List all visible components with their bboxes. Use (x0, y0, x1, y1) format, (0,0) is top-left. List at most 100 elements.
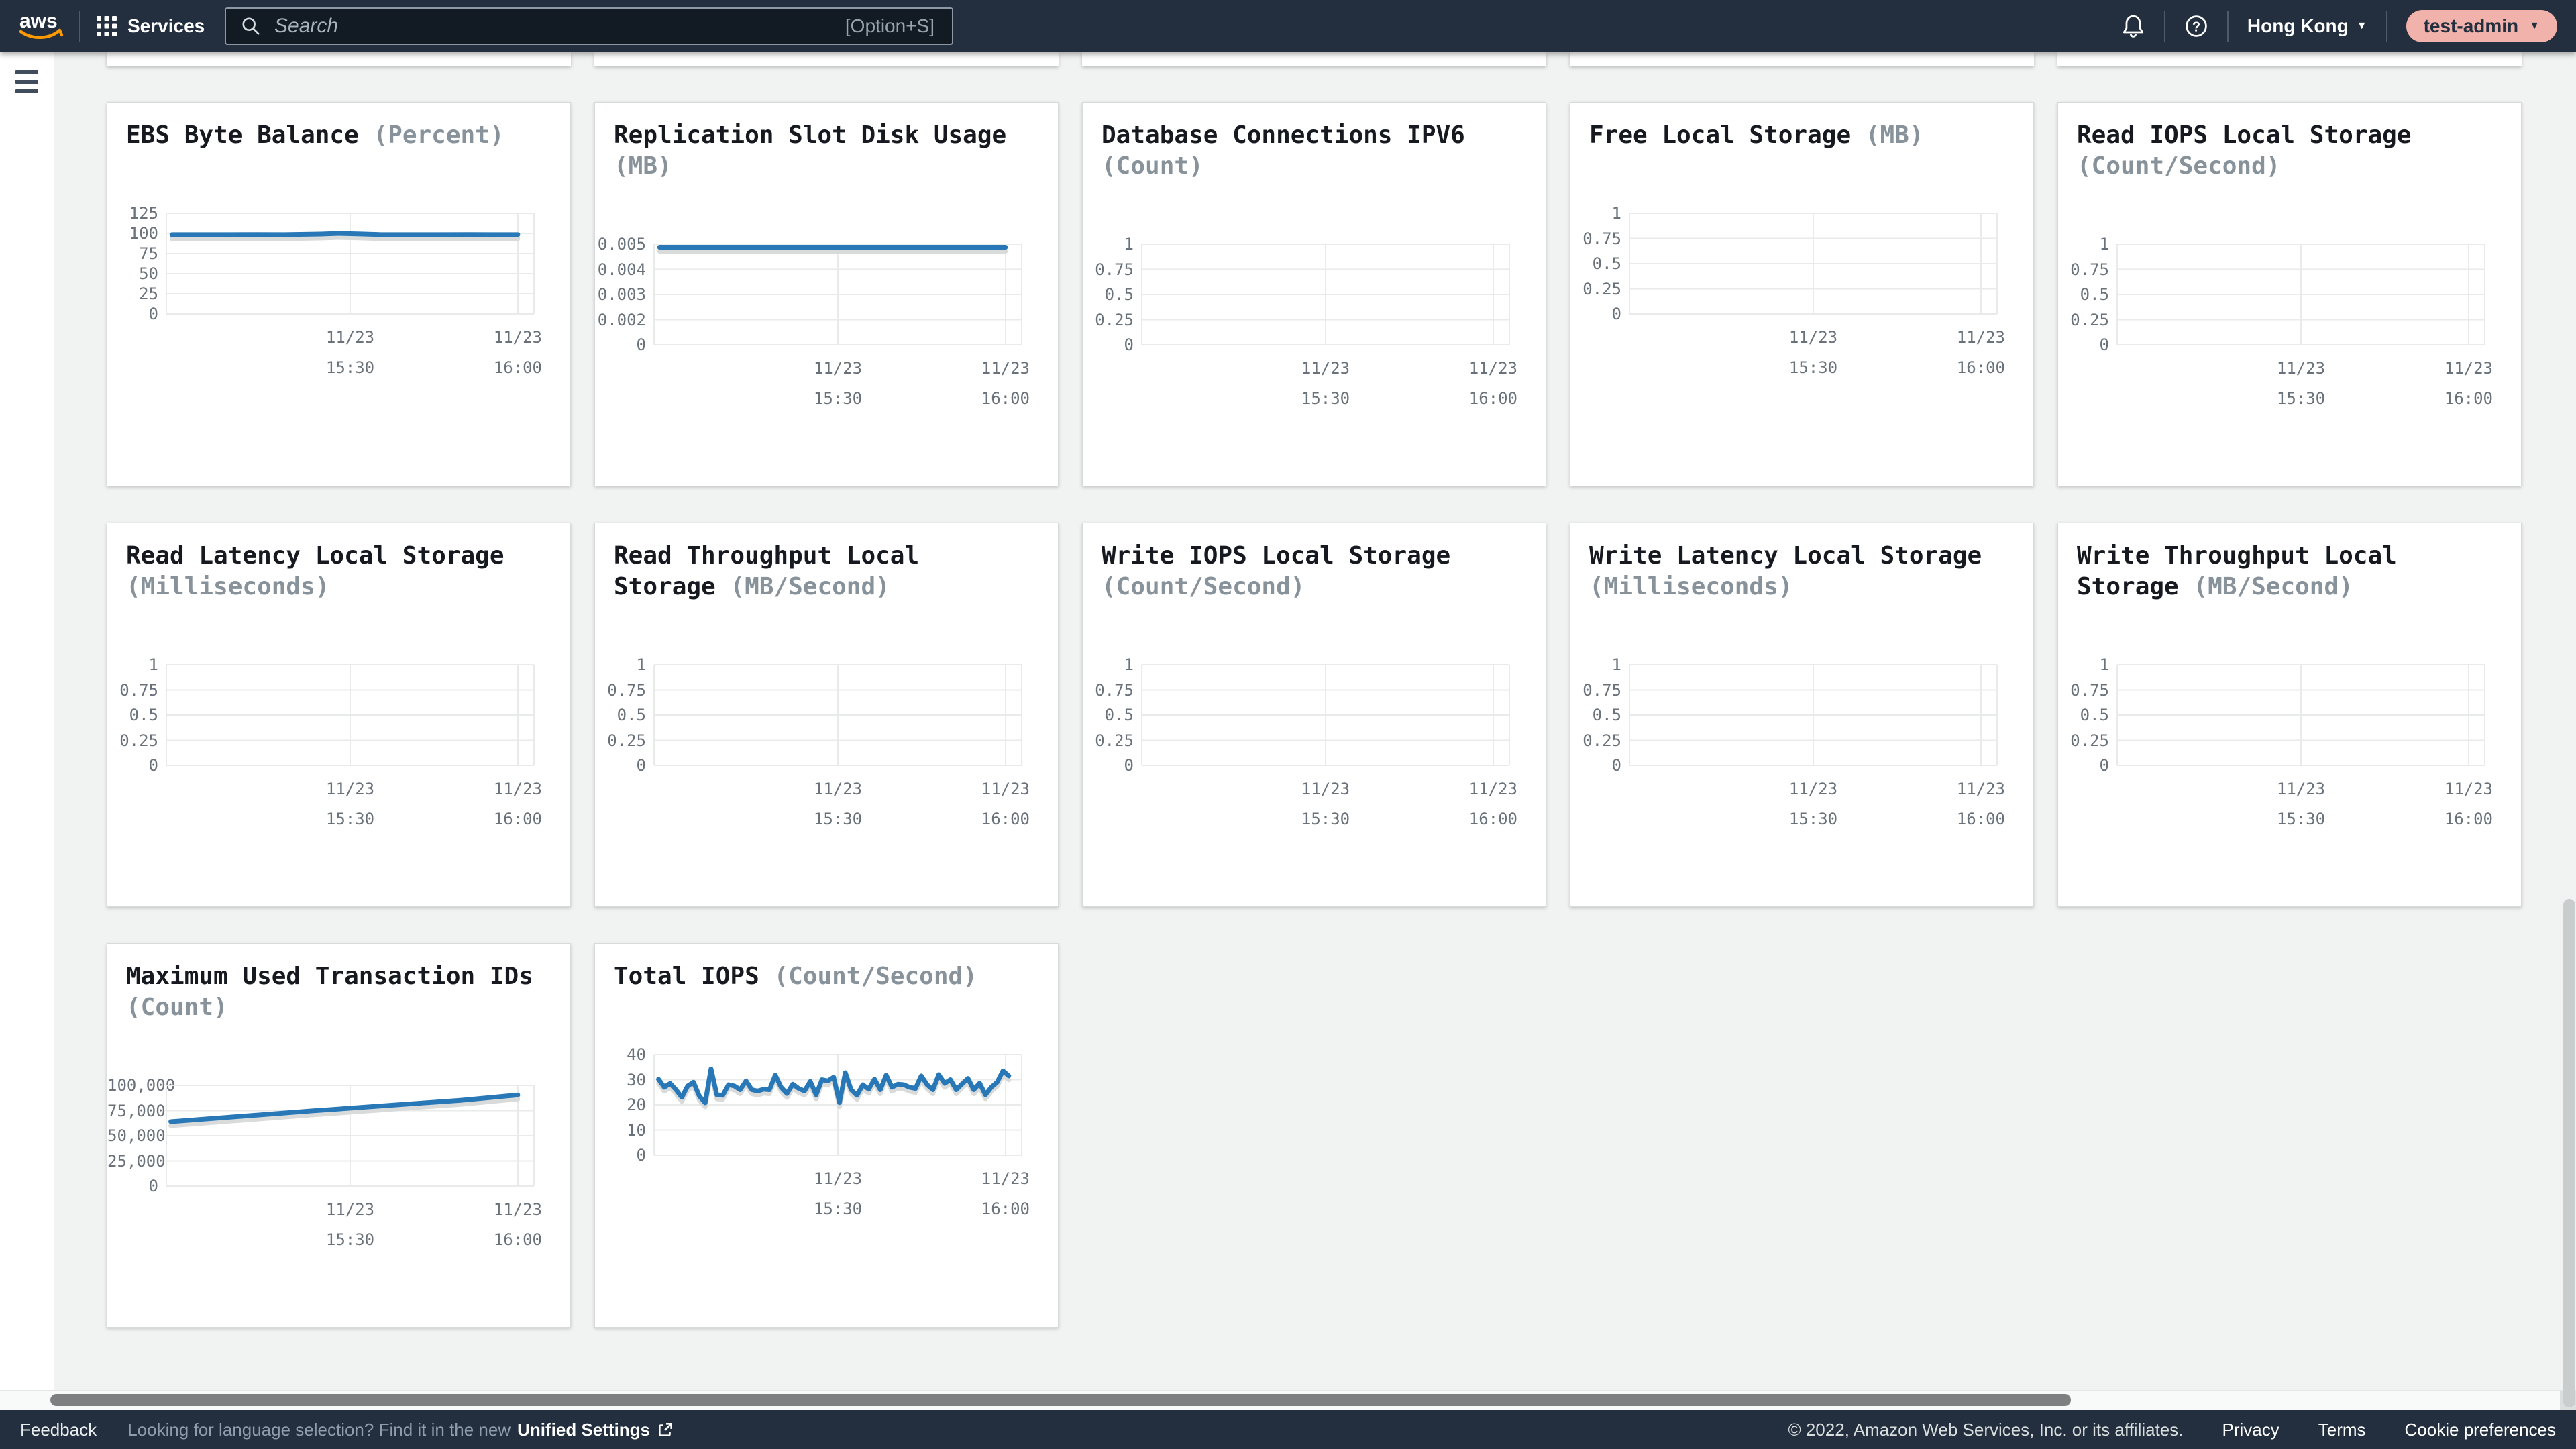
search-keyboard-shortcut: [Option+S] (845, 15, 934, 37)
footer-right: © 2022, Amazon Web Services, Inc. or its… (1788, 1419, 2556, 1440)
chart-plot[interactable]: 125100755025011/2315:3011/2316:00 (166, 213, 534, 314)
chart-unit-label: (MB/Second) (730, 573, 890, 600)
unified-settings-link[interactable]: Unified Settings (517, 1419, 650, 1440)
y-tick-label: 0.75 (2058, 682, 2109, 699)
chart-plot[interactable]: 10.750.50.25011/2315:3011/2316:00 (166, 665, 534, 765)
y-tick-label: 0 (1083, 336, 1134, 354)
x-tick-label: 11/2315:30 (290, 1195, 411, 1255)
clipped-card-top (1570, 52, 2034, 66)
chart-canvas (166, 665, 534, 765)
chart-plot[interactable]: 10.750.50.25011/2315:3011/2316:00 (1629, 665, 1997, 765)
chart-title-text: Write Latency Local Storage (1589, 542, 1982, 570)
feedback-link[interactable]: Feedback (20, 1419, 97, 1440)
vertical-scrollbar-thumb[interactable] (2563, 899, 2575, 1407)
y-tick-label: 0.5 (1083, 706, 1134, 724)
account-menu-button[interactable]: test-admin ▼ (2406, 10, 2557, 42)
y-tick-label: 0 (1570, 757, 1621, 774)
x-tick-label: 11/2316:00 (1433, 774, 1554, 835)
chart-unit-label: (Milliseconds) (126, 573, 329, 600)
privacy-link[interactable]: Privacy (2222, 1419, 2279, 1440)
aws-logo[interactable]: aws (17, 9, 63, 44)
hamburger-menu-icon[interactable] (15, 70, 38, 99)
y-tick-label: 0.005 (595, 235, 646, 253)
y-tick-label: 125 (107, 205, 158, 222)
chart-plot[interactable]: 100,00075,00050,00025,000011/2315:3011/2… (166, 1085, 534, 1186)
y-tick-label: 75 (107, 245, 158, 262)
x-tick-label: 11/2316:00 (458, 323, 578, 383)
chart-plot[interactable]: 0.0050.0040.0030.002011/2315:3011/2316:0… (654, 244, 1022, 345)
chart-title: Write Latency Local Storage (Millisecond… (1589, 541, 1998, 602)
services-menu-button[interactable]: Services (97, 15, 205, 37)
horizontal-scrollbar-thumb[interactable] (50, 1394, 2071, 1406)
chart-canvas (2117, 244, 2485, 345)
global-search-box[interactable]: [Option+S] (225, 7, 953, 45)
y-tick-label: 50,000 (107, 1127, 158, 1144)
y-tick-label: 0.25 (1083, 311, 1134, 329)
y-tick-label: 0 (595, 336, 646, 354)
chart-title-text: Replication Slot Disk Usage (614, 121, 1006, 149)
chart-title-text: Write IOPS Local Storage (1102, 542, 1450, 570)
notifications-bell-button[interactable] (2121, 14, 2145, 38)
metric-card-database-connections-ipv6: Database Connections IPV6 (Count) 10.750… (1082, 102, 1546, 486)
chart-plot[interactable]: 10.750.50.25011/2315:3011/2316:00 (2117, 665, 2485, 765)
aws-console-page: aws Services [Option+S] (0, 0, 2576, 1449)
chart-title-text: EBS Byte Balance (126, 121, 359, 149)
help-button[interactable]: ? (2184, 14, 2208, 38)
chart-plot[interactable]: 40302010011/2315:3011/2316:00 (654, 1055, 1022, 1155)
x-tick-label: 11/2316:00 (458, 1195, 578, 1255)
topbar-divider (2164, 11, 2165, 42)
y-tick-label: 0.25 (2058, 311, 2109, 329)
topbar-right-controls: ? Hong Kong ▼ test-admin ▼ (2121, 0, 2557, 52)
chart-line-shadow (172, 237, 518, 239)
metric-card-write-latency-local-storage: Write Latency Local Storage (Millisecond… (1570, 523, 2034, 907)
chart-unit-label: (Count/Second) (773, 963, 977, 990)
chart-canvas (166, 213, 534, 314)
chart-plot[interactable]: 10.750.50.25011/2315:3011/2316:00 (1629, 213, 1997, 314)
x-tick-label: 11/2315:30 (1265, 774, 1386, 835)
y-tick-label: 1 (2058, 656, 2109, 674)
chart-plot[interactable]: 10.750.50.25011/2315:3011/2316:00 (1142, 244, 1509, 345)
region-label: Hong Kong (2247, 15, 2349, 37)
console-footer: Feedback Looking for language selection?… (0, 1410, 2576, 1449)
terms-link[interactable]: Terms (2318, 1419, 2366, 1440)
aws-logo-icon: aws (17, 9, 63, 40)
y-tick-label: 100 (107, 225, 158, 242)
clipped-card-top (594, 52, 1059, 66)
chart-unit-label: (Count/Second) (2077, 152, 2280, 180)
y-tick-label: 0.75 (1570, 230, 1621, 248)
y-tick-label: 0 (595, 757, 646, 774)
chart-title: EBS Byte Balance (Percent) (126, 120, 535, 151)
y-tick-label: 1 (1570, 656, 1621, 674)
topbar-divider (2386, 11, 2387, 42)
search-input[interactable] (273, 14, 845, 38)
metric-card-replication-slot-disk-usage: Replication Slot Disk Usage (MB) 0.0050.… (594, 102, 1059, 486)
x-tick-label: 11/2316:00 (1921, 774, 2041, 835)
cookie-preferences-link[interactable]: Cookie preferences (2405, 1419, 2556, 1440)
chart-title: Maximum Used Transaction IDs (Count) (126, 961, 535, 1023)
region-selector[interactable]: Hong Kong ▼ (2247, 15, 2367, 37)
chart-plot[interactable]: 10.750.50.25011/2315:3011/2316:00 (654, 665, 1022, 765)
y-tick-label: 0.5 (1083, 286, 1134, 303)
horizontal-scrollbar-track[interactable] (0, 1390, 2576, 1410)
chart-canvas (654, 244, 1022, 345)
language-hint: Looking for language selection? Find it … (127, 1419, 674, 1440)
help-question-icon: ? (2184, 14, 2208, 38)
y-tick-label: 0.5 (107, 706, 158, 724)
chart-unit-label: (MB/Second) (2193, 573, 2353, 600)
x-tick-label: 11/2316:00 (945, 774, 1066, 835)
y-tick-label: 0.25 (2058, 732, 2109, 749)
chart-unit-label: (Count) (1102, 152, 1203, 180)
metric-card-read-throughput-local-storage: Read Throughput Local Storage (MB/Second… (594, 523, 1059, 907)
chart-plot[interactable]: 10.750.50.25011/2315:3011/2316:00 (2117, 244, 2485, 345)
x-tick-label: 11/2316:00 (945, 1164, 1066, 1224)
y-tick-label: 0.5 (2058, 706, 2109, 724)
chart-line (172, 233, 518, 235)
y-tick-label: 0.75 (1083, 261, 1134, 278)
metric-card-write-throughput-local-storage: Write Throughput Local Storage (MB/Secon… (2057, 523, 2522, 907)
x-tick-label: 11/2315:30 (2241, 354, 2361, 414)
x-tick-label: 11/2315:30 (777, 354, 898, 414)
y-tick-label: 0.5 (1570, 255, 1621, 272)
x-tick-label: 11/2315:30 (2241, 774, 2361, 835)
chart-canvas (1142, 665, 1509, 765)
chart-plot[interactable]: 10.750.50.25011/2315:3011/2316:00 (1142, 665, 1509, 765)
